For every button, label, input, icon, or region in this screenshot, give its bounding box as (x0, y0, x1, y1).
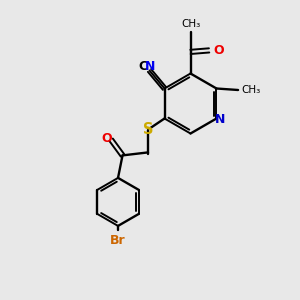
Text: C: C (139, 60, 148, 73)
Text: N: N (215, 112, 225, 126)
Text: S: S (143, 122, 153, 137)
Text: CH₃: CH₃ (242, 85, 261, 95)
Text: N: N (145, 60, 155, 73)
Text: CH₃: CH₃ (181, 19, 200, 29)
Text: O: O (213, 44, 224, 57)
Text: O: O (101, 131, 112, 145)
Text: Br: Br (110, 234, 126, 247)
